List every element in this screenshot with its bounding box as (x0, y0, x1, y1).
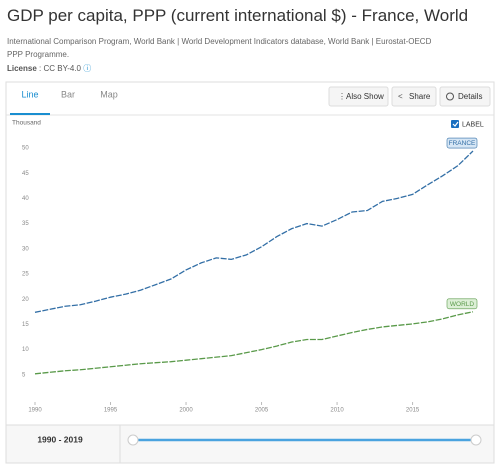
legend-toggle[interactable]: LABEL (462, 121, 484, 128)
tab[interactable]: Line (21, 89, 38, 99)
x-tick-label: 2015 (406, 408, 420, 414)
icon (446, 92, 454, 101)
checkbox[interactable] (451, 120, 459, 128)
y-tick-label: 15 (22, 322, 29, 328)
button-label[interactable]: Share (409, 92, 431, 101)
y-unit: Thousand (12, 120, 41, 127)
y-tick-label: 5 (22, 372, 26, 378)
button-label[interactable]: Details (458, 92, 482, 101)
range-bar (5, 424, 495, 464)
y-tick-label: 20 (22, 297, 29, 303)
license: License : CC BY-4.0 ⓘ (7, 63, 91, 74)
x-tick-label: 1990 (28, 408, 42, 414)
y-tick-label: 35 (22, 221, 29, 227)
page-title: GDP per capita, PPP (current internation… (7, 6, 469, 25)
button[interactable] (439, 86, 491, 107)
x-tick-label: 1995 (104, 408, 118, 414)
y-tick-label: 50 (22, 146, 29, 152)
license-value: : CC BY-4.0 (39, 64, 81, 73)
slider-handle[interactable] (470, 434, 482, 446)
series-line (34, 150, 474, 313)
icon: < (398, 92, 403, 101)
info-icon[interactable]: ⓘ (83, 64, 92, 73)
button[interactable] (328, 86, 389, 107)
source: International Comparison Program, World … (7, 37, 432, 59)
card (5, 81, 495, 464)
tab[interactable]: Bar (61, 89, 75, 99)
slider-handle[interactable] (127, 434, 139, 446)
icon: ⋮ (338, 92, 346, 101)
series-label: FRANCE (449, 140, 476, 147)
x-tick-label: 2010 (330, 408, 344, 414)
x-tick-label: 2000 (179, 408, 193, 414)
series-label-box (446, 137, 478, 149)
y-tick-label: 30 (22, 246, 29, 252)
y-tick-label: 45 (22, 171, 29, 177)
series-line (34, 311, 474, 375)
y-tick-label: 25 (22, 272, 29, 278)
button-label[interactable]: Also Show (346, 92, 384, 101)
button[interactable] (391, 86, 437, 107)
series-label-box (446, 298, 478, 310)
series-label: WORLD (450, 301, 475, 308)
y-tick-label: 10 (22, 347, 29, 353)
checkmark (452, 121, 459, 127)
range-label: 1990 - 2019 (37, 434, 83, 444)
license-label: License (7, 64, 37, 73)
x-tick-label: 2005 (255, 408, 269, 414)
y-tick-label: 40 (22, 196, 29, 202)
tab[interactable]: Map (100, 89, 118, 99)
